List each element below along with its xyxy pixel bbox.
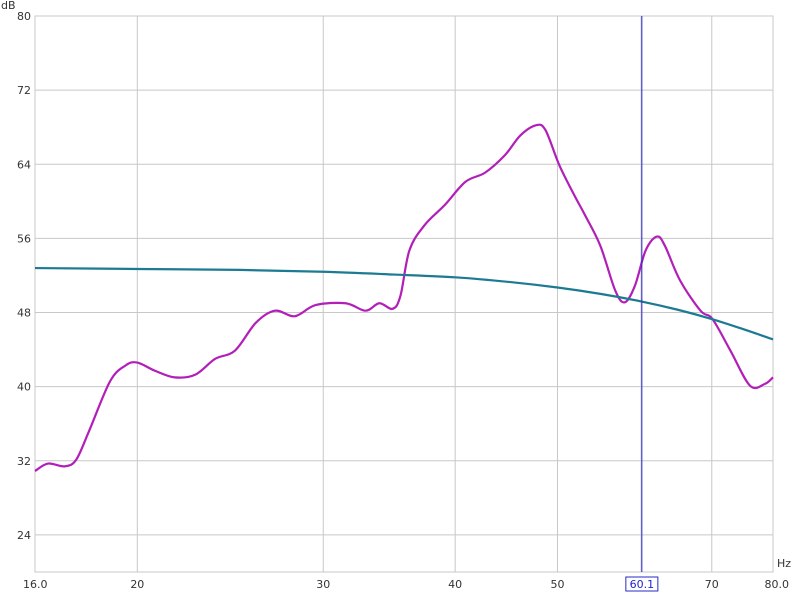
y-axis-ticks: 24 32 40 48 56 64 72 80 [17,10,31,542]
grid [34,15,774,573]
series-line-0 [34,123,774,472]
x-tick-label: 30 [316,578,330,591]
y-tick-label: 72 [17,84,31,97]
series-group [34,123,774,472]
x-tick-label: 50 [550,578,564,591]
x-tick-label: 40 [448,578,462,591]
y-tick-label: 48 [17,307,31,320]
x-tick-label: 20 [130,578,144,591]
x-axis-ticks: 16.0 20 30 40 50 70 80.0 [23,578,789,591]
x-axis-label: Hz [777,557,791,570]
plot-area [34,15,774,573]
x-tick-label: 80.0 [765,578,790,591]
y-tick-label: 64 [17,158,31,171]
y-tick-label: 80 [17,10,31,23]
cursor-label[interactable]: 60.1 [630,578,655,591]
y-tick-label: 56 [17,232,31,245]
y-axis-label: dB [1,0,16,12]
series-line-1 [34,266,774,341]
cursor[interactable]: 60.1 [625,16,659,592]
x-tick-label: 70 [705,578,719,591]
cursor-label-box[interactable] [625,576,659,592]
y-tick-label: 40 [17,381,31,394]
y-tick-label: 24 [17,529,31,542]
y-tick-label: 32 [17,455,31,468]
x-tick-label: 16.0 [23,578,48,591]
